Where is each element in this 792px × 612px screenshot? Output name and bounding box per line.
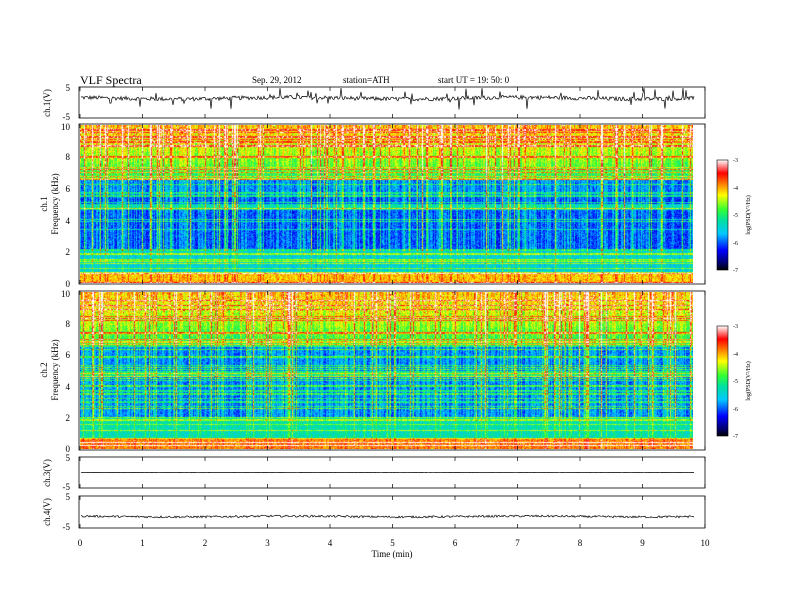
figure-title: VLF Spectra bbox=[80, 73, 142, 87]
x-tick-label-5: 5 bbox=[390, 538, 395, 548]
figure-start-time: start UT = 19: 50: 0 bbox=[438, 75, 510, 85]
ch1-ylabel: ch.1(V) bbox=[42, 89, 52, 117]
ch1-cb-tick-3: -5 bbox=[733, 213, 738, 219]
ch1-cb-tick-1: -3 bbox=[733, 158, 738, 164]
ch2-spec-ytick-2: 2 bbox=[66, 413, 71, 423]
x-tick-label-4: 4 bbox=[328, 538, 333, 548]
ch2-colorbar-fill bbox=[716, 325, 729, 437]
figure-station: station=ATH bbox=[343, 75, 390, 85]
ch2-cb-tick-2: -4 bbox=[733, 352, 738, 358]
x-tick-label-8: 8 bbox=[578, 538, 583, 548]
ch1-ytick-top: 5 bbox=[66, 83, 71, 93]
ch2-spec-ytick-10: 10 bbox=[61, 289, 71, 299]
ch2-colorbar: -3 -4 -5 -6 -7 log(PSD(V²/Hz) bbox=[716, 324, 752, 440]
ch2-spec-ytick-4: 4 bbox=[66, 382, 71, 392]
x-tick-label-1: 1 bbox=[140, 538, 145, 548]
ch2-cb-tick-3: -5 bbox=[733, 379, 738, 385]
ch1-spec-ytick-0: 0 bbox=[66, 279, 71, 289]
x-tick-label-7: 7 bbox=[515, 538, 520, 548]
x-axis-label: Time (min) bbox=[372, 549, 413, 559]
ch1-cb-tick-4: -6 bbox=[733, 241, 738, 247]
ch4-frame bbox=[78, 495, 706, 529]
ch1-cb-tick-5: -7 bbox=[733, 268, 738, 274]
ch1-waveform-panel: 5 -5 ch.1(V) bbox=[42, 83, 706, 122]
x-axis-ticks: 0 1 2 3 4 5 6 7 8 9 10 bbox=[78, 87, 710, 548]
ch1-spec-channel-label: ch.1 bbox=[39, 196, 49, 211]
ch1-spectrogram-image bbox=[80, 125, 693, 283]
x-tick-label-3: 3 bbox=[265, 538, 270, 548]
ch3-waveform-panel: 5 -5 ch.3(V) bbox=[42, 453, 706, 492]
ch2-spec-ylabel: Frequency (kHz) bbox=[50, 339, 60, 400]
ch2-spectrogram-image bbox=[80, 292, 693, 449]
ch1-spec-ytick-6: 6 bbox=[66, 184, 71, 194]
ch2-spec-ytick-6: 6 bbox=[66, 350, 71, 360]
ch2-cb-label: log(PSD(V²/Hz) bbox=[745, 361, 752, 400]
ch1-spec-ytick-4: 4 bbox=[66, 216, 71, 226]
ch1-frame bbox=[78, 86, 706, 119]
x-tick-label-0: 0 bbox=[78, 538, 83, 548]
ch2-cb-tick-4: -6 bbox=[733, 407, 738, 413]
ch2-spec-ytick-8: 8 bbox=[66, 319, 71, 329]
ch4-ytick-bottom: -5 bbox=[63, 522, 71, 532]
ch1-waveform-line bbox=[80, 87, 695, 110]
ch2-cb-tick-5: -7 bbox=[733, 434, 738, 440]
ch2-cb-tick-1: -3 bbox=[733, 324, 738, 330]
ch1-spec-ytick-8: 8 bbox=[66, 152, 71, 162]
x-tick-label-2: 2 bbox=[203, 538, 208, 548]
ch2-spec-channel-label: ch.2 bbox=[39, 362, 49, 377]
ch1-spec-ylabel: Frequency (kHz) bbox=[50, 173, 60, 234]
ch4-ylabel: ch.4(V) bbox=[42, 498, 52, 526]
ch3-ytick-top: 5 bbox=[66, 453, 71, 463]
ch1-cb-tick-2: -4 bbox=[733, 186, 738, 192]
ch4-ytick-top: 5 bbox=[66, 492, 71, 502]
ch1-spec-ytick-10: 10 bbox=[61, 122, 71, 132]
ch4-waveform-line bbox=[80, 514, 695, 519]
ch1-spectrogram-frame bbox=[78, 123, 706, 285]
ch1-colorbar-fill bbox=[716, 159, 729, 271]
ch2-spectrogram-frame bbox=[78, 290, 706, 451]
ch2-spectrogram-panel: 0 2 4 6 8 10 ch.2 Frequency (kHz) bbox=[39, 289, 706, 454]
ch4-waveform-panel: 5 -5 ch.4(V) bbox=[42, 492, 706, 532]
ch1-ytick-bottom: -5 bbox=[63, 112, 71, 122]
ch3-ytick-bottom: -5 bbox=[63, 482, 71, 492]
ch3-frame bbox=[78, 456, 706, 489]
x-tick-label-10: 10 bbox=[701, 538, 711, 548]
ch1-spec-ytick-2: 2 bbox=[66, 247, 71, 257]
ch3-ylabel: ch.3(V) bbox=[42, 459, 52, 487]
ch1-spectrogram-yticks: 0 2 4 6 8 10 bbox=[61, 122, 71, 289]
ch2-spectrogram-yticks: 0 2 4 6 8 10 bbox=[61, 289, 71, 454]
ch1-cb-label: log(PSD(V²/Hz) bbox=[745, 195, 752, 234]
x-tick-label-6: 6 bbox=[453, 538, 458, 548]
figure-date: Sep. 29, 2012 bbox=[252, 75, 302, 85]
ch1-spectrogram-panel: 0 2 4 6 8 10 ch.1 Frequency (kHz) bbox=[39, 122, 706, 289]
ch1-colorbar: -3 -4 -5 -6 -7 log(PSD(V²/Hz) bbox=[716, 158, 752, 274]
x-tick-label-9: 9 bbox=[640, 538, 645, 548]
ch2-spec-ytick-0: 0 bbox=[66, 444, 71, 454]
